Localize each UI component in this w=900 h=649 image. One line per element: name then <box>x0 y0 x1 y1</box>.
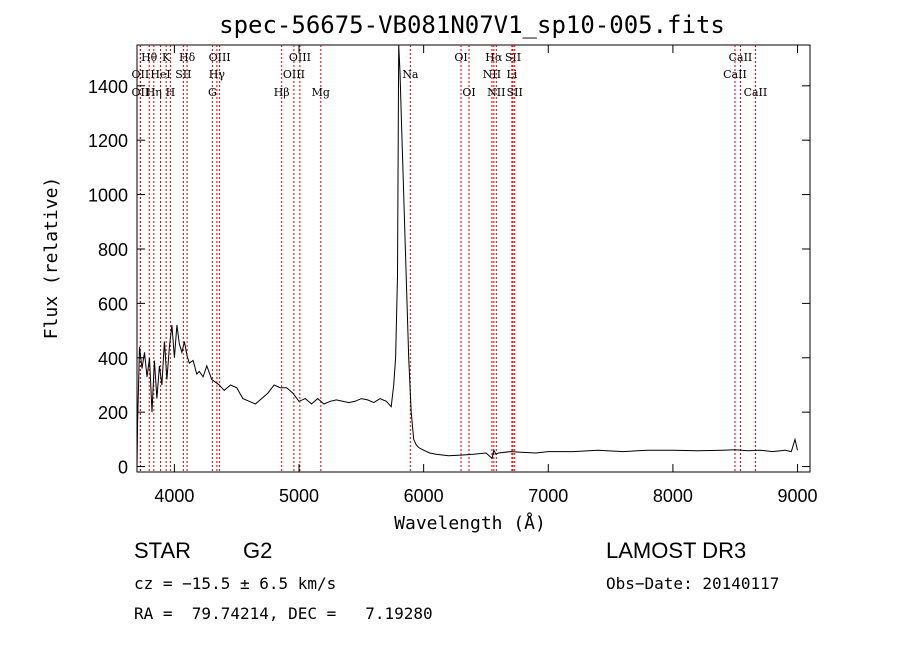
x-tick-label: 5000 <box>279 486 319 506</box>
line-marker-label: K <box>162 51 171 64</box>
line-marker-label: Li <box>506 68 517 81</box>
line-marker-label: CaII <box>723 68 747 81</box>
obs-date-text: Obs−Date: 20140117 <box>606 574 780 593</box>
line-marker-label: Hα <box>485 51 503 64</box>
y-tick-label: 1000 <box>88 186 128 206</box>
line-marker-label: OI <box>462 86 475 99</box>
x-tick-label: 6000 <box>404 486 444 506</box>
line-marker-label: Hγ <box>209 68 226 81</box>
line-marker-label: OIII <box>209 51 231 64</box>
line-marker-label: NII <box>487 86 505 99</box>
y-tick-label: 200 <box>98 403 128 423</box>
object-class: STAR <box>134 538 192 563</box>
x-tick-label: 7000 <box>528 486 568 506</box>
x-tick-label: 4000 <box>154 486 194 506</box>
line-marker-label: Hη <box>146 86 162 99</box>
line-marker-label: H <box>166 86 176 99</box>
axis-ticks: 4000 5000 6000 7000 8000 9000 0 200 400 600 800 100… <box>88 45 818 506</box>
line-marker-label: Mg <box>312 86 330 99</box>
line-marker-label: OIII <box>283 68 305 81</box>
plot-frame <box>136 44 811 473</box>
object-subclass: G2 <box>243 538 273 563</box>
line-marker-label: Hθ <box>141 51 158 64</box>
y-tick-label: 800 <box>98 240 128 260</box>
line-marker-label: CaII <box>744 86 768 99</box>
y-tick-label: 400 <box>98 349 128 369</box>
y-axis-label: Flux (relative) <box>41 177 62 340</box>
line-marker-label: Na <box>402 68 419 81</box>
line-marker-label: NII <box>483 68 501 81</box>
survey-name: LAMOST DR3 <box>606 538 747 563</box>
y-tick-label: 1400 <box>88 77 128 97</box>
y-tick-label: 600 <box>98 294 128 314</box>
line-marker-label: OII <box>132 86 150 99</box>
line-marker-label: HeI <box>150 68 170 81</box>
spectrum-line <box>136 44 798 470</box>
coordinates-text: RA = 79.74214, DEC = 7.19280 <box>134 604 433 623</box>
x-axis-label: Wavelength (Å) <box>394 512 546 534</box>
line-marker-label: Hδ <box>179 51 196 64</box>
y-tick-label: 1200 <box>88 131 128 151</box>
line-marker-label: SII <box>505 51 521 64</box>
line-marker-label: OI <box>454 51 467 64</box>
y-tick-label: 0 <box>118 458 128 478</box>
spectrum-chart: spec-56675-VB081N07V1_sp10-005.fits Hθ OI… <box>41 11 818 534</box>
redshift-text: cz = −15.5 ± 6.5 km/s <box>134 574 337 593</box>
line-marker-label: G <box>208 86 217 99</box>
x-tick-label: 8000 <box>653 486 693 506</box>
line-marker-label: SII <box>507 86 523 99</box>
line-marker-label: OIII <box>289 51 311 64</box>
line-marker-label: CaII <box>729 51 753 64</box>
chart-title: spec-56675-VB081N07V1_sp10-005.fits <box>219 11 725 39</box>
line-marker-label: Hβ <box>274 86 290 99</box>
line-marker-label: SII <box>175 68 191 81</box>
x-tick-label: 9000 <box>778 486 818 506</box>
